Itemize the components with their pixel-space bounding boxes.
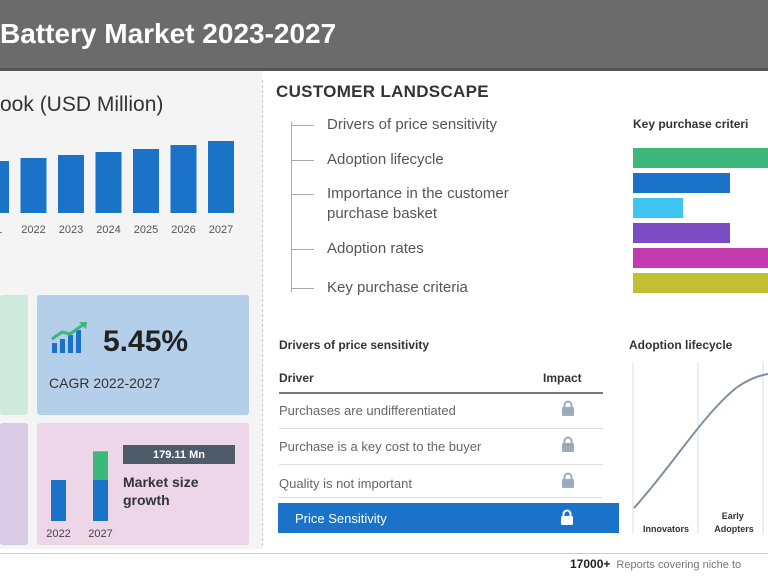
outlook-title: ook (USD Million) [0, 93, 164, 116]
table-header-line [279, 392, 603, 394]
growth-bar-base [51, 480, 66, 521]
table-row: Purchase is a key cost to the buyer [279, 439, 482, 454]
lock-icon [562, 400, 574, 416]
kpc-bar [633, 248, 768, 268]
row-divider [279, 428, 603, 429]
row-divider [279, 464, 603, 465]
growth-badge-text: 179.11 Mn [153, 448, 205, 461]
growth-bar-base [93, 480, 108, 521]
price-sensitivity-row[interactable]: Price Sensitivity [278, 503, 619, 533]
landscape-item: Drivers of price sensitivity [292, 115, 567, 135]
outlook-tick-label: 2024 [96, 224, 120, 236]
kpc-bar [633, 223, 730, 243]
growth-tick-label: 2027 [88, 528, 112, 540]
kpc-bar [633, 173, 730, 193]
adoption-label-early: Early [722, 511, 744, 521]
lock-icon [562, 472, 574, 488]
growth-bar-increment [93, 451, 108, 480]
landscape-item: Importance in the customer purchase bask… [292, 184, 567, 224]
adoption-lifecycle-title: Adoption lifecycle [629, 338, 733, 352]
footer-text: Reports covering niche to [616, 559, 742, 571]
outlook-bar [208, 141, 234, 213]
impact-column-header: Impact [543, 371, 582, 385]
footer-divider [0, 553, 768, 554]
adoption-lifecycle-chart: Innovators Early Adopters [632, 362, 768, 534]
outlook-bar [95, 152, 122, 213]
outlook-tick-label: 2027 [209, 224, 233, 236]
growth-badge: 179.11 Mn [123, 445, 235, 464]
growth-tick-label: 2022 [46, 528, 70, 540]
price-sensitivity-label: Price Sensitivity [295, 511, 387, 526]
outlook-tick-label: 21 [0, 224, 2, 236]
landscape-item: Adoption rates [292, 239, 567, 259]
report-count: 17000+ [570, 557, 611, 571]
market-outlook-panel: ook (USD Million) 21 2022 2023 2024 2025 2026… [0, 71, 262, 549]
landscape-item: Adoption lifecycle [292, 150, 567, 170]
row-divider [279, 497, 603, 498]
growth-label: Market size growth [123, 474, 199, 508]
cagr-card: 5.45% CAGR 2022-2027 [37, 295, 249, 415]
adoption-label-adopters: Adopters [714, 524, 754, 534]
adoption-curve [633, 373, 768, 509]
cagr-label: CAGR 2022-2027 [49, 375, 161, 391]
growth-chart: 2022 2027 [46, 451, 113, 540]
kpc-bar [633, 273, 768, 293]
landscape-item: Key purchase criteria [292, 278, 567, 298]
table-row: Quality is not important [279, 476, 412, 491]
market-outlook-chart: 21 2022 2023 2024 2025 2026 2027 [0, 141, 234, 236]
adoption-label-early-adopters: Early Adopters [714, 511, 754, 534]
outlook-bar [170, 145, 197, 213]
lock-icon [562, 436, 574, 452]
summary-card-green [0, 295, 28, 415]
drivers-title: Drivers of price sensitivity [279, 338, 430, 352]
outlook-bar [20, 158, 47, 213]
key-purchase-criteria-title: Key purchase criteri [633, 117, 749, 131]
table-row: Purchases are undifferentiated [279, 403, 456, 418]
driver-column-header: Driver [279, 371, 314, 385]
outlook-bar [0, 161, 9, 213]
cagr-value: 5.45% [103, 325, 189, 358]
outlook-tick-label: 2023 [59, 224, 83, 236]
chart-growth-icon [51, 322, 87, 353]
header-bar: Battery Market 2023-2027 [0, 0, 768, 71]
kpc-bar [633, 148, 768, 168]
section-divider [262, 80, 263, 546]
outlook-tick-label: 2026 [171, 224, 195, 236]
lock-icon [561, 509, 573, 525]
adoption-label-innovators: Innovators [643, 524, 689, 534]
market-growth-card: 2022 2027 179.11 Mn Market size growth [37, 423, 249, 545]
tree-connector [291, 122, 292, 292]
kpc-bar [633, 198, 683, 218]
outlook-tick-label: 2022 [21, 224, 45, 236]
footer: 17000+ Reports covering niche to [570, 557, 741, 571]
customer-landscape-title: CUSTOMER LANDSCAPE [276, 82, 489, 101]
outlook-tick-label: 2025 [134, 224, 158, 236]
page-title: Battery Market 2023-2027 [0, 18, 337, 49]
outlook-bar [58, 155, 84, 213]
outlook-bar [133, 149, 159, 213]
summary-card-purple [0, 423, 28, 545]
